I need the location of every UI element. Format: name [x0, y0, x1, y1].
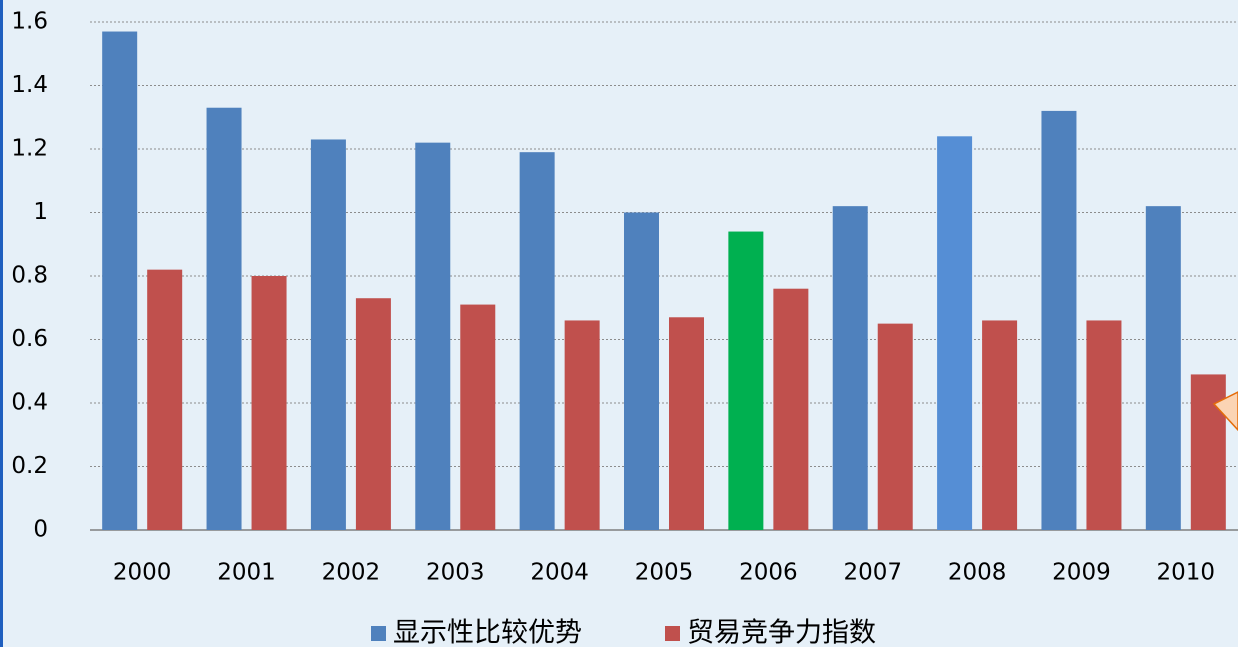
x-tick-label: 2001	[217, 560, 276, 586]
x-tick-label: 2002	[322, 560, 381, 586]
bar	[1145, 206, 1181, 530]
bar	[1190, 374, 1226, 530]
plot-area: 0 0.2 0.4 0.6 0.8 1 1.2 1.4 1.6 2000 2001 2002 2003 2…	[11, 9, 1238, 647]
x-tick-label: 2005	[635, 560, 694, 586]
legend-swatch	[665, 626, 680, 641]
y-tick-label: 0.2	[11, 453, 48, 479]
bar	[1086, 320, 1122, 530]
y-tick-label: 0.4	[11, 390, 48, 416]
x-tick-label: 2006	[739, 560, 798, 586]
x-tick-label: 2003	[426, 560, 485, 586]
bar	[251, 276, 287, 530]
legend-label: 显示性比较优势	[393, 618, 582, 647]
bar	[147, 269, 183, 530]
bar	[877, 323, 913, 530]
bar	[773, 288, 809, 530]
y-tick-label: 0.6	[11, 326, 48, 352]
legend-label: 贸易竞争力指数	[687, 618, 876, 647]
bar	[728, 231, 764, 531]
y-tick-label: 1.2	[11, 136, 48, 162]
y-tick-label: 1.4	[11, 72, 48, 98]
x-tick-label: 2004	[530, 560, 589, 586]
bar	[832, 206, 868, 530]
callout-shape	[1212, 391, 1238, 432]
bar	[206, 107, 242, 530]
bar	[310, 139, 346, 530]
x-tick-label: 2009	[1052, 560, 1111, 586]
left-border	[0, 0, 3, 647]
bar	[460, 304, 496, 530]
bar	[624, 212, 659, 530]
legend-swatch	[371, 626, 386, 641]
bar	[564, 320, 600, 530]
y-tick-label: 1	[33, 199, 48, 225]
bar	[937, 136, 973, 531]
y-tick-label: 0.8	[11, 263, 48, 289]
y-tick-label: 1.6	[11, 9, 48, 35]
y-tick-label: 0	[33, 517, 48, 543]
bar	[669, 317, 704, 530]
x-tick-label: 2010	[1157, 560, 1216, 586]
bar	[415, 142, 451, 530]
bar	[102, 31, 138, 531]
x-tick-label: 2000	[113, 560, 172, 586]
bar	[519, 152, 555, 531]
x-tick-label: 2008	[948, 560, 1007, 586]
bar	[1041, 110, 1077, 531]
bar	[982, 320, 1018, 530]
x-tick-label: 2007	[843, 560, 902, 586]
bar	[355, 298, 391, 530]
